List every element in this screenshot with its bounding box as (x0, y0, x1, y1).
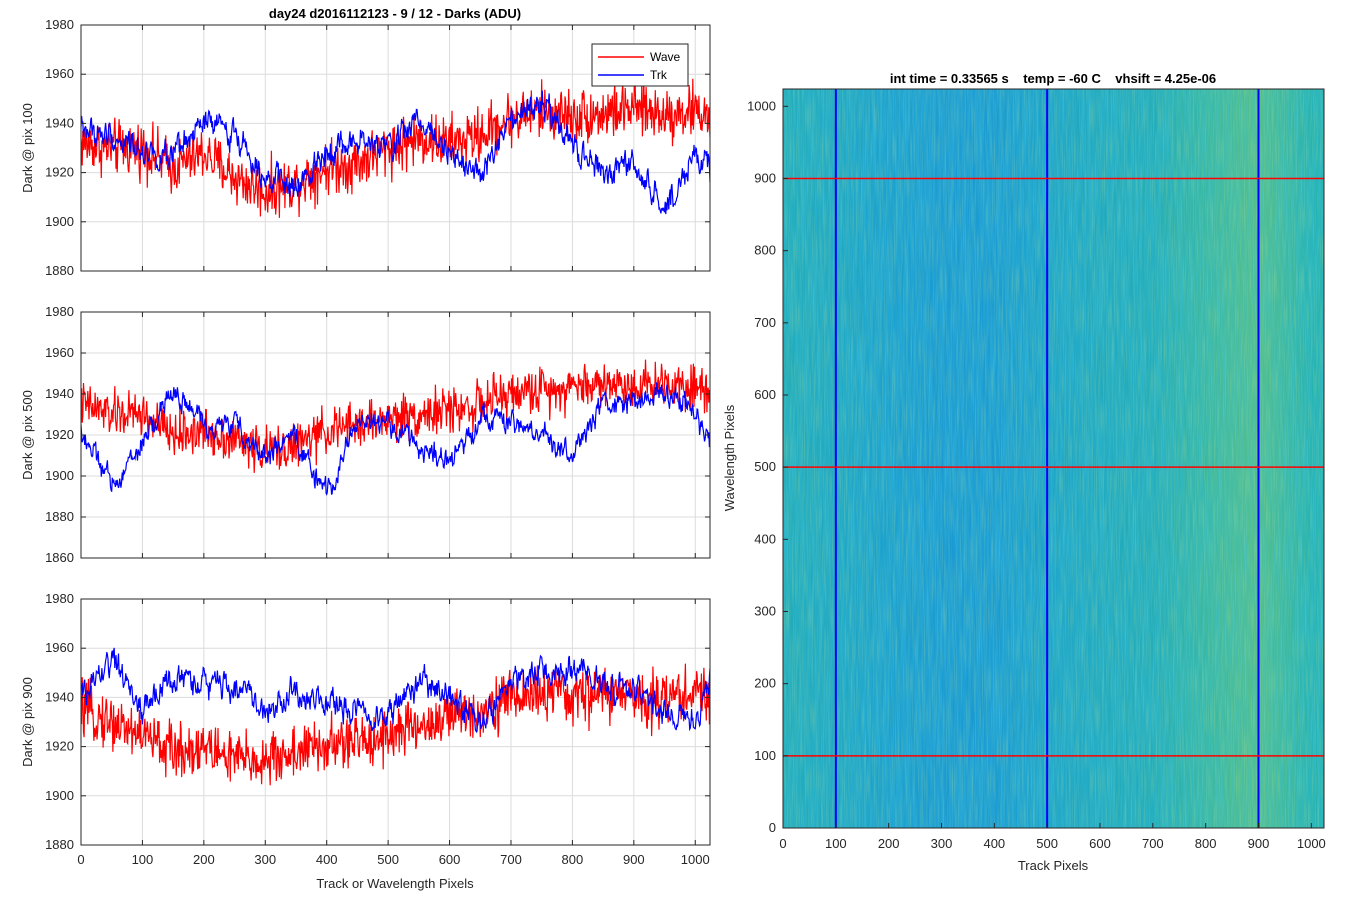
y-tick-label: 1940 (45, 115, 74, 130)
panel-pix-500: Dark @ pix 500 1860188019001920194019601… (20, 304, 711, 565)
legend: Wave Trk (591, 43, 689, 87)
x-tick-label: 0 (77, 852, 84, 867)
y-tick-label: 1980 (45, 304, 74, 319)
heatmap-y-tick-label: 300 (754, 603, 776, 618)
y-tick-label: 1920 (45, 739, 74, 754)
y-tick-label: 1880 (45, 263, 74, 278)
y-tick-label: 1940 (45, 689, 74, 704)
series-line-trk-pix-900 (81, 647, 710, 734)
ylabel-pix-900: Dark @ pix 900 (20, 677, 35, 767)
plot-area-pix-500: 1860 1880 1900 1920 1940 1960 1980 (45, 304, 711, 565)
heatmap-x-tick-label: 600 (1089, 836, 1111, 851)
heatmap-x-tick-label: 300 (931, 836, 953, 851)
x-tick-label: 100 (132, 852, 154, 867)
heatmap-markers (783, 89, 1324, 828)
heatmap-panel: int time = 0.33565 s temp = -60 C vhsift… (722, 71, 1326, 873)
axes-box (80, 598, 711, 846)
heatmap-y-tick-label: 800 (754, 243, 776, 258)
heatmap-x-tick-label: 1000 (1297, 836, 1326, 851)
x-tick-label: 200 (193, 852, 215, 867)
y-tick-label: 1980 (45, 17, 74, 32)
y-tick-label: 1900 (45, 788, 74, 803)
legend-box (591, 43, 689, 87)
x-tick-label: 500 (377, 852, 399, 867)
y-tick-label: 1940 (45, 386, 74, 401)
heatmap-x-tick-label: 800 (1195, 836, 1217, 851)
x-tick-label: 700 (500, 852, 522, 867)
heatmap-y-tick-label: 700 (754, 315, 776, 330)
ylabel-pix-500: Dark @ pix 500 (20, 390, 35, 480)
plot-area-pix-900: 1880 1900 1920 1940 1960 1980 0 100 200 300 400 500… (45, 591, 711, 867)
heatmap-y-tick-label: 200 (754, 676, 776, 691)
heatmap-texture-light (783, 89, 1324, 828)
y-tick-label: 1960 (45, 66, 74, 81)
legend-label-trk: Trk (650, 68, 668, 82)
y-tick-label: 1860 (45, 550, 74, 565)
ylabel-pix-100: Dark @ pix 100 (20, 103, 35, 193)
heatmap-y-tick-label: 500 (754, 459, 776, 474)
x-tick-label: 800 (562, 852, 584, 867)
heatmap-title: int time = 0.33565 s temp = -60 C vhsift… (890, 71, 1216, 86)
heatmap-y-tick-label: 100 (754, 748, 776, 763)
x-tick-label: 300 (254, 852, 276, 867)
heatmap-x-tick-label: 100 (825, 836, 847, 851)
heatmap-y-tick-label: 900 (754, 170, 776, 185)
y-tick-label: 1920 (45, 165, 74, 180)
heatmap-y-tick-label: 1000 (747, 98, 776, 113)
heatmap-y-tick-label: 0 (769, 820, 776, 835)
series-line-trk-pix-100 (81, 90, 710, 215)
heatmap-axes-box (782, 88, 1325, 829)
y-tick-label: 1880 (45, 509, 74, 524)
x-tick-label: 900 (623, 852, 645, 867)
y-tick-label: 1920 (45, 427, 74, 442)
y-tick-label: 1900 (45, 214, 74, 229)
series-line-wave-pix-500 (81, 359, 710, 473)
figure-title: day24 d2016112123 - 9 / 12 - Darks (ADU) (269, 6, 521, 21)
series-line-trk-pix-500 (81, 382, 710, 496)
heatmap-xlabel: Track Pixels (1018, 858, 1089, 873)
heatmap-axes: 0 100 200 300 400 500 600 700 800 900 1000 0 100 200 3… (747, 88, 1326, 851)
heatmap-x-tick-label: 0 (779, 836, 786, 851)
heatmap-x-tick-label: 400 (983, 836, 1005, 851)
heatmap-x-tick-label: 500 (1036, 836, 1058, 851)
heatmap-x-tick-label: 900 (1248, 836, 1270, 851)
xlabel-bottom-panel: Track or Wavelength Pixels (316, 876, 474, 891)
heatmap-x-tick-label: 200 (878, 836, 900, 851)
panel-pix-900: Dark @ pix 900 Track or Wavelength Pixel… (20, 591, 711, 891)
heatmap-y-tick-label: 400 (754, 531, 776, 546)
y-tick-label: 1960 (45, 640, 74, 655)
legend-label-wave: Wave (650, 50, 681, 64)
y-tick-label: 1880 (45, 837, 74, 852)
x-tick-label: 400 (316, 852, 338, 867)
heatmap-ylabel: Wavelength Pixels (722, 404, 737, 511)
y-tick-label: 1960 (45, 345, 74, 360)
heatmap-y-tick-label: 600 (754, 387, 776, 402)
x-tick-label: 1000 (681, 852, 710, 867)
heatmap-x-tick-label: 700 (1142, 836, 1164, 851)
x-tick-label: 600 (439, 852, 461, 867)
series-line-wave-pix-900 (81, 663, 710, 786)
y-tick-label: 1980 (45, 591, 74, 606)
series-line-wave-pix-100 (81, 75, 710, 218)
y-tick-label: 1900 (45, 468, 74, 483)
axes-box (80, 24, 711, 272)
